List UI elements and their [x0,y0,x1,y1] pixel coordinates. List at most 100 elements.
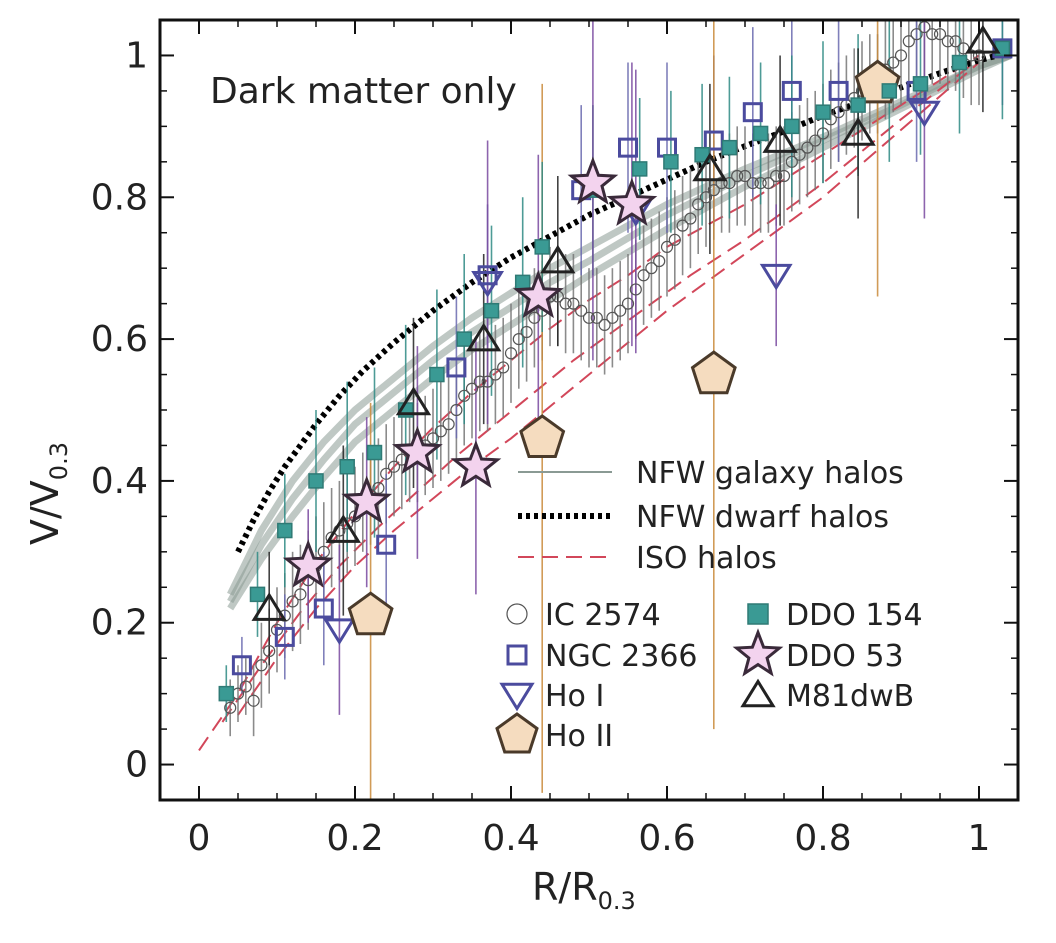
ic-2574-point [809,134,822,147]
x-axis-title-sub: 0.3 [598,887,636,915]
ic-2574-point [504,347,518,360]
ic-2574-point [442,418,455,431]
ic-2574-point [894,49,908,62]
ddo-154-point [483,302,500,319]
y-tick-label: 0.2 [91,603,148,644]
ic-2574-point [489,368,502,381]
ic-2574-point [918,20,931,34]
m81dwb-point [395,386,432,416]
ic-2574-point [762,176,775,190]
ic-2574-point [926,28,939,41]
legend-marker-ddo-154 [747,603,769,625]
ngc-2366-point [231,655,252,676]
ic-2574-point [637,269,650,282]
ic-2574-point [481,375,494,388]
y-tick-label: 0 [125,745,148,786]
ic-2574-point [341,517,354,530]
ic-2574-point [528,311,541,324]
ic-2574-point [746,176,759,190]
ddo-154-point [663,154,679,170]
m81dwb-point [840,117,876,146]
x-tick-label: 1 [968,818,991,859]
m81dwb-point [762,124,798,153]
legend-label-ngc-2366: NGC 2366 [545,639,698,674]
m81dwb-point [251,592,287,621]
ddo-154-point [721,139,738,156]
ic-2574-point [559,297,572,310]
ic-2574-point [263,644,276,658]
ic-2574-point [473,375,486,388]
axis-ticks: 0 0.2 0.4 0.6 0.8 1 0 0.2 0.4 0.6 0.8 1 [91,20,1018,859]
y-tick-label: 1 [125,35,148,76]
ho-ii-point [519,414,566,458]
ic-2574-point [645,262,658,275]
ngc-2366-point [313,598,334,619]
x-tick-label: 0.6 [638,818,695,859]
ic-2574-point [629,283,642,296]
ho-i-point [322,618,356,646]
ic-2574-point [832,106,845,119]
m81dwb-point [466,322,502,352]
ho-ii-point [690,350,737,395]
ic-2574-point [972,49,986,62]
ddo-154-point [249,586,266,603]
ddo-154-point [631,161,648,177]
ngc-2366-point [446,357,467,378]
ic-2574-point [458,389,471,402]
ic-2574-point [660,240,674,254]
ddo-154-point [218,685,235,702]
legend-label: NFW galaxy halos [636,456,904,491]
ic-2574-point [707,184,720,197]
ddo-154-point [277,522,293,539]
ic-2574-point [614,304,627,317]
ngc-2366-point [618,137,638,158]
ic-2574-point [770,169,783,183]
ic-2574-point [793,148,806,161]
ic-2574-point [567,297,580,310]
ddo-53-point [512,269,564,319]
ddo-154-point [951,54,968,71]
ic-2574-point [520,325,533,339]
ic-2574-point [699,191,713,204]
ddo-154-point [534,239,550,255]
x-axis-title-main: R/R [532,865,598,909]
ic-2574-point [653,254,666,268]
legend-marker-ddo-53 [732,628,784,677]
data-points [218,20,1013,714]
ngc-2366-point [376,534,397,555]
m81dwb-point [540,244,576,274]
y-axis-title: V/V0.3 [23,442,73,545]
ic-2574-point [294,588,307,601]
ddo-53-point [391,425,443,475]
m81dwb-point [325,514,361,543]
ic-2574-point [575,304,588,317]
line-legend: NFW galaxy halos NFW dwarf halos ISO halos [518,456,904,576]
x-tick-label: 0.4 [482,818,539,859]
ic-2574-point [801,141,814,154]
ddo-154-point [308,473,324,489]
ddo-154-point [514,274,531,291]
ic-2574-point [387,460,401,473]
legend-label: ISO halos [636,541,777,576]
ic-2574-point [606,311,619,324]
legend-marker-ic-2574 [506,603,528,625]
iso-curve-2 [237,61,980,716]
ddo-53-point [606,177,658,226]
ic-2574-point [380,467,393,480]
ic-2574-point [902,35,915,48]
ngc-2366-point [477,265,498,286]
ho-i-point [471,270,505,298]
ic-2574-point [777,169,791,183]
ic-2574-point [676,219,689,232]
legend-label-ho-ii: Ho II [545,719,613,754]
plot-area [160,20,1018,800]
ddo-154-point [429,366,445,383]
ddo-154-point [784,118,800,135]
ic-2574-point [434,425,447,438]
ic-2574-point [738,169,752,183]
ic-2574-point [239,680,252,693]
y-tick-label: 0.8 [91,177,148,218]
legend-marker-m81dwb [740,678,776,708]
ngc-2366-point [274,626,295,647]
